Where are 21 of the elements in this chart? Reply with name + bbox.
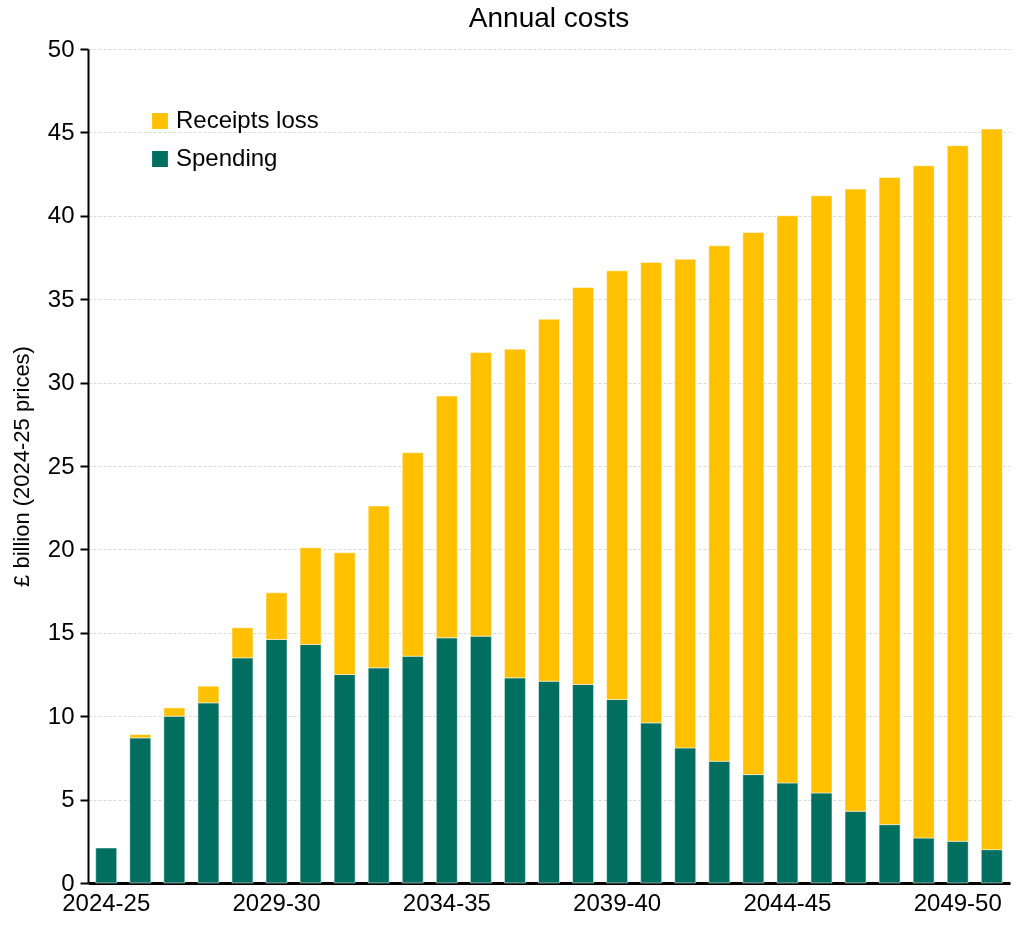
y-tick-label: 35	[47, 284, 75, 312]
bar	[129, 737, 152, 884]
y-tick-label: 50	[47, 34, 75, 62]
y-tick-label: 40	[47, 201, 75, 229]
x-tick-label: 2049-50	[913, 888, 1002, 916]
x-tick-label: 2044-45	[743, 888, 832, 916]
legend-label: Receipts loss	[176, 106, 319, 133]
x-tick-label: 2029-30	[232, 888, 321, 916]
legend-label: Spending	[176, 144, 278, 171]
y-axis-title: £ billion (2024-25 prices)	[8, 346, 34, 587]
y-tick-label: 15	[47, 618, 75, 646]
y-tick-label: 25	[47, 451, 75, 479]
y-tick-label: 45	[47, 117, 75, 145]
y-tick-label: 5	[61, 785, 75, 813]
x-tick-label: 2034-35	[402, 888, 491, 916]
y-tick-label: 10	[47, 701, 75, 729]
x-tick-label: 2039-40	[573, 888, 662, 916]
chart-title: Annual costs	[468, 2, 630, 33]
y-tick-label: 30	[47, 368, 75, 396]
bar	[95, 847, 117, 884]
y-tick-label: 20	[47, 534, 75, 562]
